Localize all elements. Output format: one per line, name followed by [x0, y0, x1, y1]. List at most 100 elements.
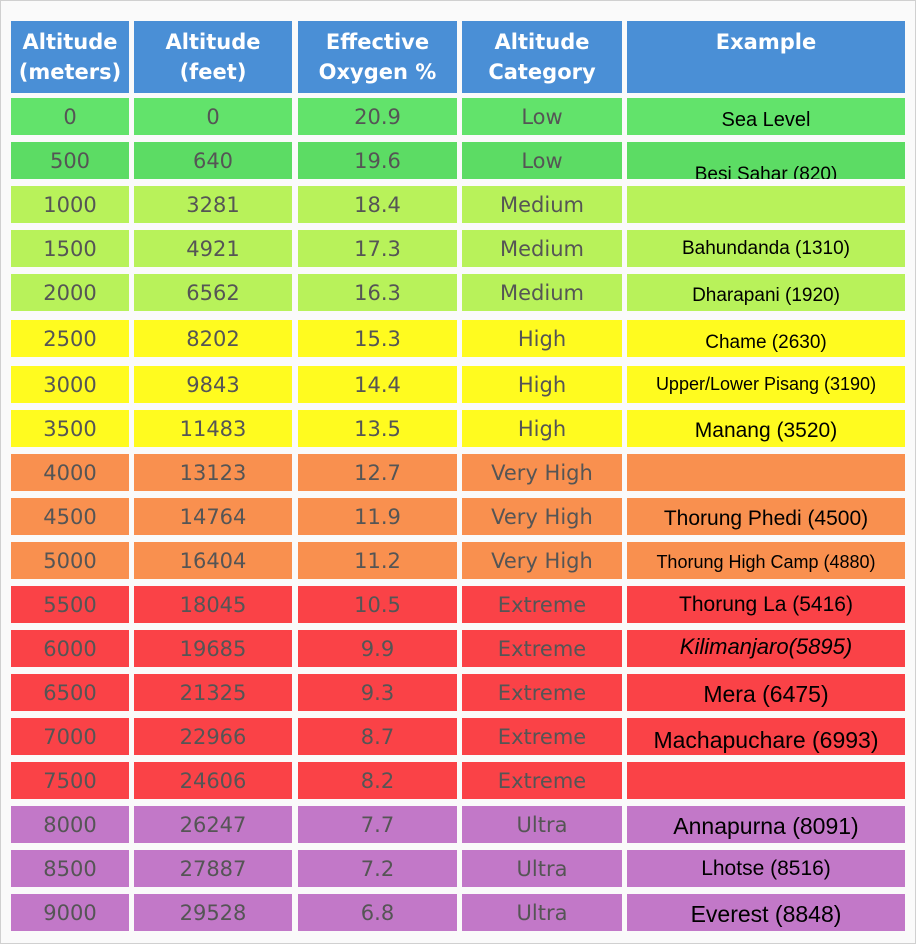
- cell-text: Ultra: [516, 900, 568, 925]
- table-cell-feet: 11483: [134, 410, 292, 447]
- cell-text: 5500: [43, 592, 97, 617]
- cell-text: 7.2: [360, 856, 395, 881]
- table-cell-feet: 9843: [134, 366, 292, 403]
- table-cell-example: Bahundanda (1310): [627, 230, 905, 267]
- cell-text: 0: [63, 104, 77, 129]
- table-cell-meters: 3000: [11, 366, 129, 403]
- table-cell-feet: 22966: [134, 718, 292, 755]
- table-cell-oxygen: 12.7: [298, 454, 457, 491]
- cell-text: 10.5: [354, 592, 401, 617]
- table-cell-meters: 6500: [11, 674, 129, 711]
- header-oxygen: Effective Oxygen %: [298, 21, 457, 93]
- table-cell-feet: 0: [134, 98, 292, 135]
- table-cell-oxygen: 17.3: [298, 230, 457, 267]
- cell-text: 13.5: [354, 416, 401, 441]
- table-cell-category: High: [462, 410, 622, 447]
- table-cell-oxygen: 11.9: [298, 498, 457, 535]
- cell-text: Ultra: [516, 856, 568, 881]
- cell-text: 9000: [43, 900, 97, 925]
- table-cell-feet: 29528: [134, 894, 292, 931]
- cell-text: 640: [192, 148, 234, 173]
- table-cell-feet: 8202: [134, 320, 292, 357]
- cell-text: 8.2: [360, 768, 395, 793]
- cell-text: 8202: [186, 326, 240, 351]
- cell-text: Upper/Lower Pisang (3190): [655, 374, 877, 394]
- cell-text: 6500: [43, 680, 97, 705]
- table-cell-oxygen: 13.5: [298, 410, 457, 447]
- header-label: Altitude (meters): [19, 27, 121, 87]
- cell-text: 4500: [43, 504, 97, 529]
- cell-text: Ultra: [516, 812, 568, 837]
- table-cell-category: Ultra: [462, 806, 622, 843]
- table-cell-meters: 9000: [11, 894, 129, 931]
- cell-text: Extreme: [497, 768, 587, 793]
- header-label: Altitude (feet): [134, 27, 292, 87]
- cell-text: 5000: [43, 548, 97, 573]
- table-cell-category: Extreme: [462, 586, 622, 623]
- table-cell-category: Medium: [462, 274, 622, 311]
- table-cell-example: Dharapani (1920): [627, 274, 905, 311]
- table-cell-meters: 8000: [11, 806, 129, 843]
- cell-text: 27887: [179, 856, 247, 881]
- table-cell-feet: 640: [134, 142, 292, 179]
- table-cell-feet: 14764: [134, 498, 292, 535]
- cell-text: 1000: [43, 192, 97, 217]
- cell-text: Thorung La (5416): [679, 592, 853, 616]
- table-cell-meters: 7000: [11, 718, 129, 755]
- cell-text: 3500: [43, 416, 97, 441]
- cell-text: 9843: [186, 372, 240, 397]
- cell-text: 1500: [43, 236, 97, 261]
- table-cell-example: Upper/Lower Pisang (3190): [627, 366, 905, 403]
- table-cell-example: Thorung High Camp (4880): [627, 542, 905, 579]
- table-cell-example: Lhotse (8516): [627, 850, 905, 887]
- table-cell-category: High: [462, 320, 622, 357]
- table-cell-feet: 4921: [134, 230, 292, 267]
- cell-text: Manang (3520): [694, 418, 838, 442]
- table-cell-oxygen: 15.3: [298, 320, 457, 357]
- header-label-line: Example: [715, 30, 817, 54]
- cell-text: 16404: [179, 548, 247, 573]
- cell-text: Low: [521, 104, 563, 129]
- table-cell-example: Annapurna (8091): [627, 806, 905, 843]
- cell-text: Extreme: [497, 592, 587, 617]
- table-cell-example: Manang (3520): [627, 410, 905, 447]
- header-label: Effective Oxygen %: [319, 27, 437, 87]
- cell-text: Very High: [491, 548, 593, 573]
- table-cell-meters: 7500: [11, 762, 129, 799]
- cell-text: Extreme: [497, 680, 587, 705]
- cell-text: Very High: [491, 504, 593, 529]
- table-cell-example: Besi Sahar (820): [627, 142, 905, 179]
- cell-text: 17.3: [354, 236, 401, 261]
- cell-text: Machapuchare (6993): [653, 727, 879, 753]
- cell-text: 11483: [179, 416, 247, 441]
- table-cell-example: Kilimanjaro(5895): [627, 630, 905, 667]
- cell-text: 22966: [179, 724, 247, 749]
- cell-text: Kilimanjaro(5895): [679, 633, 853, 659]
- table-cell-oxygen: 8.7: [298, 718, 457, 755]
- cell-text: 500: [49, 148, 91, 173]
- cell-text: 2000: [43, 280, 97, 305]
- table-cell-oxygen: 7.7: [298, 806, 457, 843]
- table-cell-example: Thorung La (5416): [627, 586, 905, 623]
- table-cell-category: Medium: [462, 230, 622, 267]
- table-cell-oxygen: 16.3: [298, 274, 457, 311]
- cell-text: 7000: [43, 724, 97, 749]
- table-cell-oxygen: 9.9: [298, 630, 457, 667]
- cell-text: Bahundanda (1310): [682, 237, 850, 259]
- table-cell-feet: 3281: [134, 186, 292, 223]
- table-cell-category: Extreme: [462, 762, 622, 799]
- table-cell-feet: 13123: [134, 454, 292, 491]
- cell-text: Everest (8848): [690, 901, 842, 927]
- cell-text: 26247: [179, 812, 247, 837]
- table-cell-category: Very High: [462, 542, 622, 579]
- cell-text: Sea Level: [721, 109, 811, 131]
- cell-text: 19685: [179, 636, 247, 661]
- header-feet: Altitude (feet): [134, 21, 292, 93]
- header-label-line: Oxygen %: [318, 60, 437, 84]
- table-cell-feet: 18045: [134, 586, 292, 623]
- table-cell-feet: 6562: [134, 274, 292, 311]
- header-meters: Altitude (meters): [11, 21, 129, 93]
- cell-text: Low: [521, 148, 563, 173]
- cell-text: Extreme: [497, 724, 587, 749]
- header-label-line: Altitude: [494, 30, 590, 54]
